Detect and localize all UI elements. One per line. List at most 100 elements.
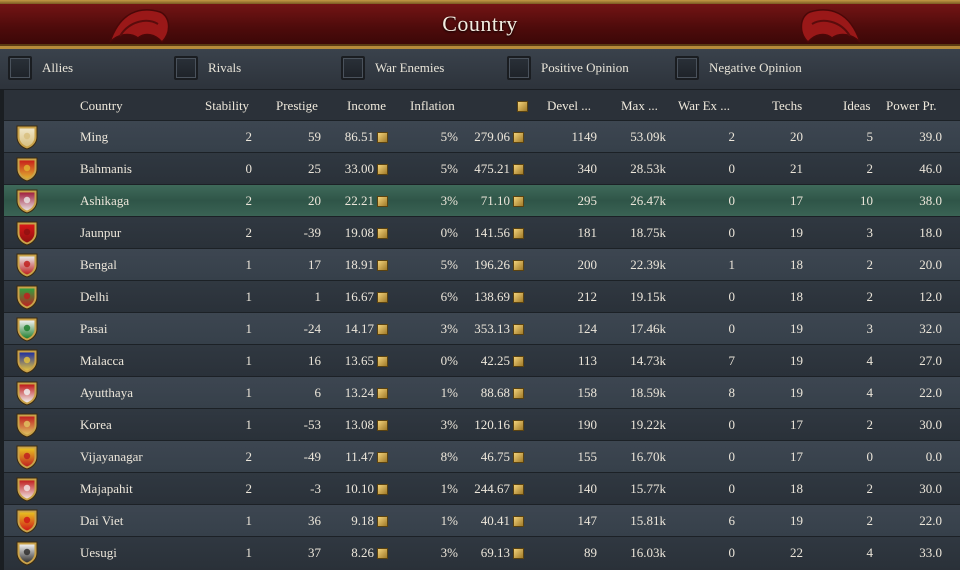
- cell-income-value: 19.08: [344, 225, 374, 240]
- table-row[interactable]: Bengal 1 17 18.91 5% 196.26 200 22.39k 1 18 2 20.0: [0, 248, 960, 280]
- cell-income: 18.91: [345, 257, 388, 273]
- col-header-techs[interactable]: Techs: [772, 98, 803, 113]
- col-header-stability[interactable]: Stability: [205, 98, 250, 113]
- cell-ideas: 4: [867, 353, 874, 369]
- cell-country-name[interactable]: Korea: [80, 417, 112, 432]
- checkbox-icon[interactable]: [8, 56, 32, 80]
- country-shield-icon[interactable]: [14, 156, 40, 182]
- table-row[interactable]: Dai Viet 1 36 9.18 1% 40.41 147 15.81k 6 19 2 22.0: [0, 504, 960, 536]
- checkbox-icon[interactable]: [174, 56, 198, 80]
- table-row[interactable]: Ashikaga 2 20 22.21 3% 71.10 295 26.47k 0 17 10 38.…: [0, 184, 960, 216]
- cell-war-exhaustion: 1: [729, 257, 736, 273]
- table-header: Country Stability Prestige Income Inflat…: [0, 90, 960, 120]
- gold-coins-icon: [377, 515, 388, 527]
- filter-war-enemies[interactable]: War Enemies: [341, 55, 444, 81]
- cell-max: 16.70k: [630, 449, 666, 465]
- col-header-ideas[interactable]: Ideas: [843, 98, 871, 113]
- cell-development: 295: [578, 193, 598, 209]
- col-header-country[interactable]: Country: [80, 98, 123, 113]
- cell-country-name[interactable]: Vijayanagar: [80, 449, 143, 464]
- cell-income-value: 33.00: [344, 161, 374, 176]
- table-row[interactable]: Delhi 1 1 16.67 6% 138.69 212 19.15k 0 18 2 12.0: [0, 280, 960, 312]
- col-header-treasury[interactable]: [514, 98, 528, 114]
- col-header-inflation[interactable]: Inflation: [410, 98, 455, 113]
- cell-country-name[interactable]: Dai Viet: [80, 513, 124, 528]
- ribbon-ornament-right: [800, 9, 861, 44]
- cell-max-value: 18.75k: [630, 225, 666, 240]
- col-header-development[interactable]: Devel ...: [547, 98, 592, 113]
- cell-country-name[interactable]: Ming: [80, 129, 109, 144]
- checkbox-icon[interactable]: [341, 56, 365, 80]
- cell-development-value: 190: [577, 417, 598, 432]
- cell-ideas-value: 2: [866, 289, 874, 304]
- table-row[interactable]: Uesugi 1 37 8.26 3% 69.13 89 16.03k 0 22 4 33.0: [0, 536, 960, 568]
- table-row[interactable]: Malacca 1 16 13.65 0% 42.25 113 14.73k 7 19 4 27.0: [0, 344, 960, 376]
- filter-positive-opinion[interactable]: Positive Opinion: [507, 55, 629, 81]
- country-shield-icon[interactable]: [14, 476, 40, 502]
- cell-prestige-value: 25: [308, 161, 321, 176]
- table-row[interactable]: Pasai 1 -24 14.17 3% 353.13 124 17.46k 0 19 3 32.0: [0, 312, 960, 344]
- table-row[interactable]: Vijayanagar 2 -49 11.47 8% 46.75 155 16.70k 0 17 0…: [0, 440, 960, 472]
- country-shield-icon[interactable]: [14, 540, 40, 566]
- cell-techs: 19: [790, 225, 803, 241]
- cell-country-name[interactable]: Uesugi: [80, 545, 117, 560]
- cell-country-name[interactable]: Pasai: [80, 321, 108, 336]
- country-shield-icon[interactable]: [14, 412, 40, 438]
- cell-max-value: 17.46k: [630, 321, 666, 336]
- col-header-war-exhaustion[interactable]: War Ex ...: [678, 98, 731, 113]
- cell-country-name[interactable]: Malacca: [80, 353, 125, 368]
- cell-ideas-value: 2: [866, 481, 874, 496]
- table-row[interactable]: Korea 1 -53 13.08 3% 120.16 190 19.22k 0 17 2 30.0: [0, 408, 960, 440]
- checkbox-icon[interactable]: [675, 56, 699, 80]
- col-header-income[interactable]: Income: [347, 98, 386, 113]
- table-row[interactable]: Ming 2 59 86.51 5% 279.06 1149 53.09k 2 20 5 39.0: [0, 120, 960, 152]
- country-shield-icon[interactable]: [14, 188, 40, 214]
- cell-prestige-value: -24: [303, 321, 321, 336]
- table-row[interactable]: Ayutthaya 1 6 13.24 1% 88.68 158 18.59k 8 19 4 22.0: [0, 376, 960, 408]
- gold-coins-icon: [377, 163, 388, 175]
- cell-country-name[interactable]: Majapahit: [80, 481, 133, 496]
- filter-rivals[interactable]: Rivals: [174, 55, 241, 81]
- cell-country-name[interactable]: Bengal: [80, 257, 117, 272]
- country-shield-icon[interactable]: [14, 316, 40, 342]
- country-shield-icon[interactable]: [14, 444, 40, 470]
- table-row[interactable]: Jaunpur 2 -39 19.08 0% 141.56 181 18.75k 0 19 3 18.…: [0, 216, 960, 248]
- country-shield-icon[interactable]: [14, 220, 40, 246]
- col-header-max[interactable]: Max ...: [621, 98, 658, 113]
- cell-techs-value: 19: [790, 353, 803, 368]
- gold-coins-icon: [377, 451, 388, 463]
- cell-inflation: 0%: [441, 225, 458, 241]
- country-shield-icon[interactable]: [14, 348, 40, 374]
- cell-inflation: 3%: [441, 321, 458, 337]
- checkbox-icon[interactable]: [507, 56, 531, 80]
- country-shield-icon[interactable]: [14, 252, 40, 278]
- cell-techs-value: 19: [790, 385, 803, 400]
- filter-allies[interactable]: Allies: [8, 55, 73, 81]
- col-header-power[interactable]: Power Pr.: [886, 98, 937, 113]
- cell-income: 14.17: [345, 321, 388, 337]
- cell-prestige-value: 1: [314, 289, 322, 304]
- country-shield-icon[interactable]: [14, 284, 40, 310]
- country-shield-icon[interactable]: [14, 380, 40, 406]
- country-shield-icon[interactable]: [14, 508, 40, 534]
- cell-income: 9.18: [351, 513, 388, 529]
- filter-negative-opinion[interactable]: Negative Opinion: [675, 55, 802, 81]
- cell-power: 38.0: [919, 193, 942, 209]
- cell-country-name[interactable]: Ashikaga: [80, 193, 130, 208]
- col-header-prestige[interactable]: Prestige: [276, 98, 318, 113]
- cell-country-name[interactable]: Jaunpur: [80, 225, 122, 240]
- cell-war-exhaustion-value: 0: [728, 193, 736, 208]
- cell-techs: 18: [790, 257, 803, 273]
- cell-techs: 19: [790, 385, 803, 401]
- gold-coins-icon: [377, 259, 388, 271]
- table-row[interactable]: Bahmanis 0 25 33.00 5% 475.21 340 28.53k 0 21 2 46.…: [0, 152, 960, 184]
- cell-country-name[interactable]: Delhi: [80, 289, 109, 304]
- cell-country-name[interactable]: Bahmanis: [80, 161, 132, 176]
- country-shield-icon[interactable]: [14, 124, 40, 150]
- cell-stability: 1: [246, 385, 253, 401]
- cell-max-value: 16.03k: [630, 545, 666, 560]
- table-row[interactable]: Majapahit 2 -3 10.10 1% 244.67 140 15.77k 0 18 2 30…: [0, 472, 960, 504]
- cell-prestige: 36: [308, 513, 321, 529]
- cell-income: 13.65: [345, 353, 388, 369]
- cell-country-name[interactable]: Ayutthaya: [80, 385, 133, 400]
